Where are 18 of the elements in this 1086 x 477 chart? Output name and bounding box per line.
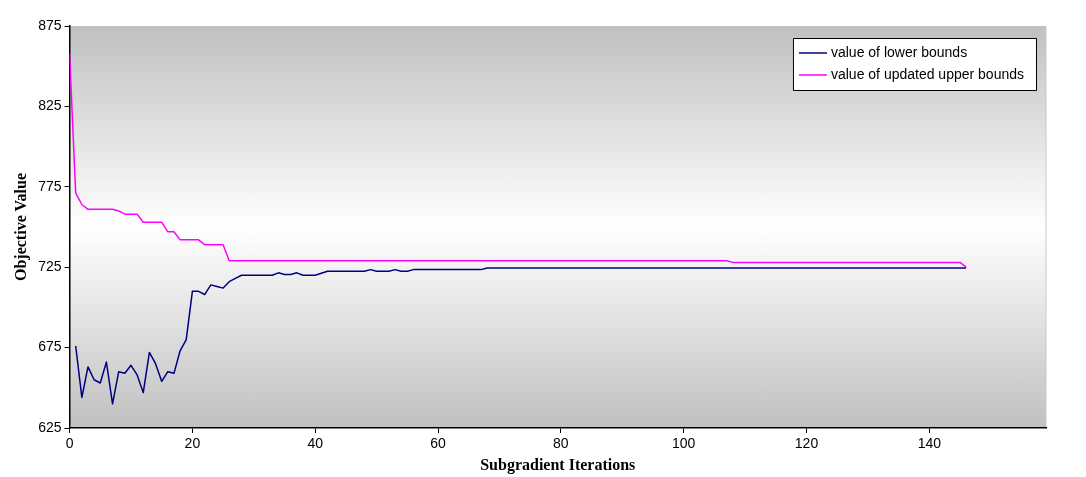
x-tick-label: 60 <box>430 435 447 452</box>
x-tick-label: 140 <box>917 435 942 452</box>
x-tick-label: 120 <box>794 435 819 452</box>
x-tick-label: 80 <box>553 435 569 452</box>
y-tick-label: 625 <box>38 418 62 435</box>
legend-label: value of lower bounds <box>830 43 968 60</box>
x-tick-label: 0 <box>65 435 74 452</box>
y-axis-title: Objective Value <box>11 173 30 281</box>
x-tick-label: 20 <box>184 435 201 452</box>
y-tick-label: 725 <box>38 258 62 275</box>
legend-label: value of updated upper bounds <box>830 65 1024 82</box>
x-tick-label: 100 <box>671 435 696 452</box>
x-tick-label: 40 <box>307 435 324 452</box>
x-axis-title: Subgradient Iterations <box>480 455 636 474</box>
y-tick-label: 675 <box>38 338 62 355</box>
y-tick-label: 875 <box>38 16 62 33</box>
y-tick-label: 825 <box>38 97 62 114</box>
y-tick-label: 775 <box>38 177 62 194</box>
